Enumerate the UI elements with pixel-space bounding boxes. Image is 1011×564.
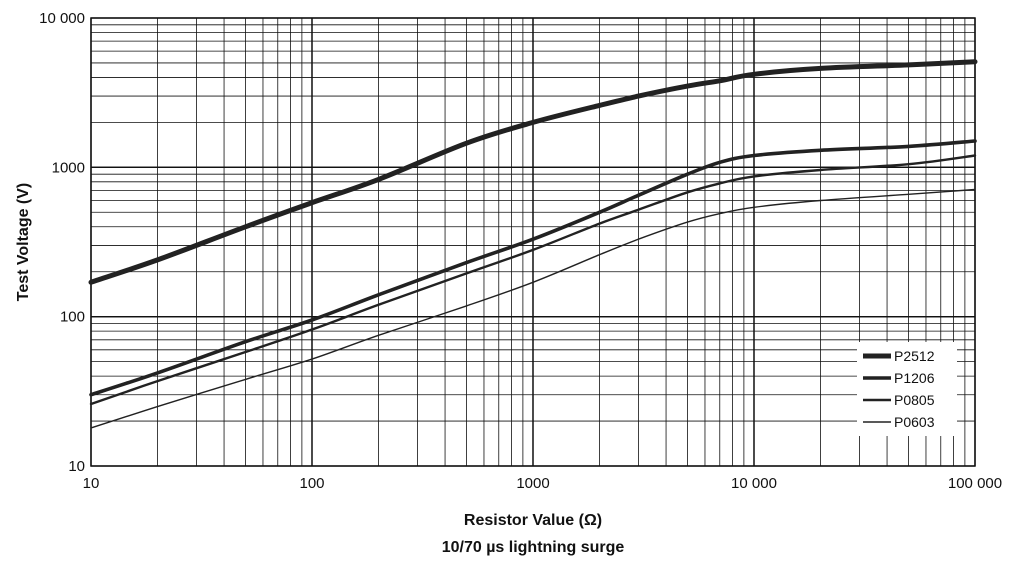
series-line-p0805: [89, 154, 977, 406]
legend-label-p2512: P2512: [894, 348, 935, 364]
x-tick-labels: 10 100 1000 10 000 100 000: [83, 475, 1002, 492]
y-tick-labels: 10 100 1000 10 000: [39, 10, 85, 475]
legend: P2512 P1206 P0805 P0603: [857, 342, 957, 436]
x-tick-label: 100: [299, 475, 324, 492]
plot-frame: [90, 17, 976, 467]
series-line-p0603: [90, 188, 976, 429]
series-lines: [88, 59, 978, 429]
x-tick-label: 1000: [516, 475, 549, 492]
legend-items: P2512 P1206 P0805 P0603: [863, 348, 935, 430]
legend-label-p0603: P0603: [894, 414, 935, 430]
grid-major: [90, 17, 976, 467]
y-axis-title: Test Voltage (V): [15, 183, 32, 302]
y-tick-label: 1000: [52, 159, 85, 176]
series-line-p2512: [88, 59, 978, 285]
chart-subtitle: 10/70 µs lightning surge: [442, 539, 625, 556]
series-line-p1206: [89, 139, 977, 397]
legend-label-p0805: P0805: [894, 392, 935, 408]
x-axis-title: Resistor Value (Ω): [464, 512, 602, 529]
y-tick-label: 10 000: [39, 10, 85, 27]
x-tick-label: 10 000: [731, 475, 777, 492]
x-tick-label: 100 000: [948, 475, 1002, 492]
y-tick-label: 10: [68, 458, 85, 475]
y-tick-label: 100: [60, 309, 85, 326]
legend-label-p1206: P1206: [894, 370, 935, 386]
x-tick-label: 10: [83, 475, 100, 492]
